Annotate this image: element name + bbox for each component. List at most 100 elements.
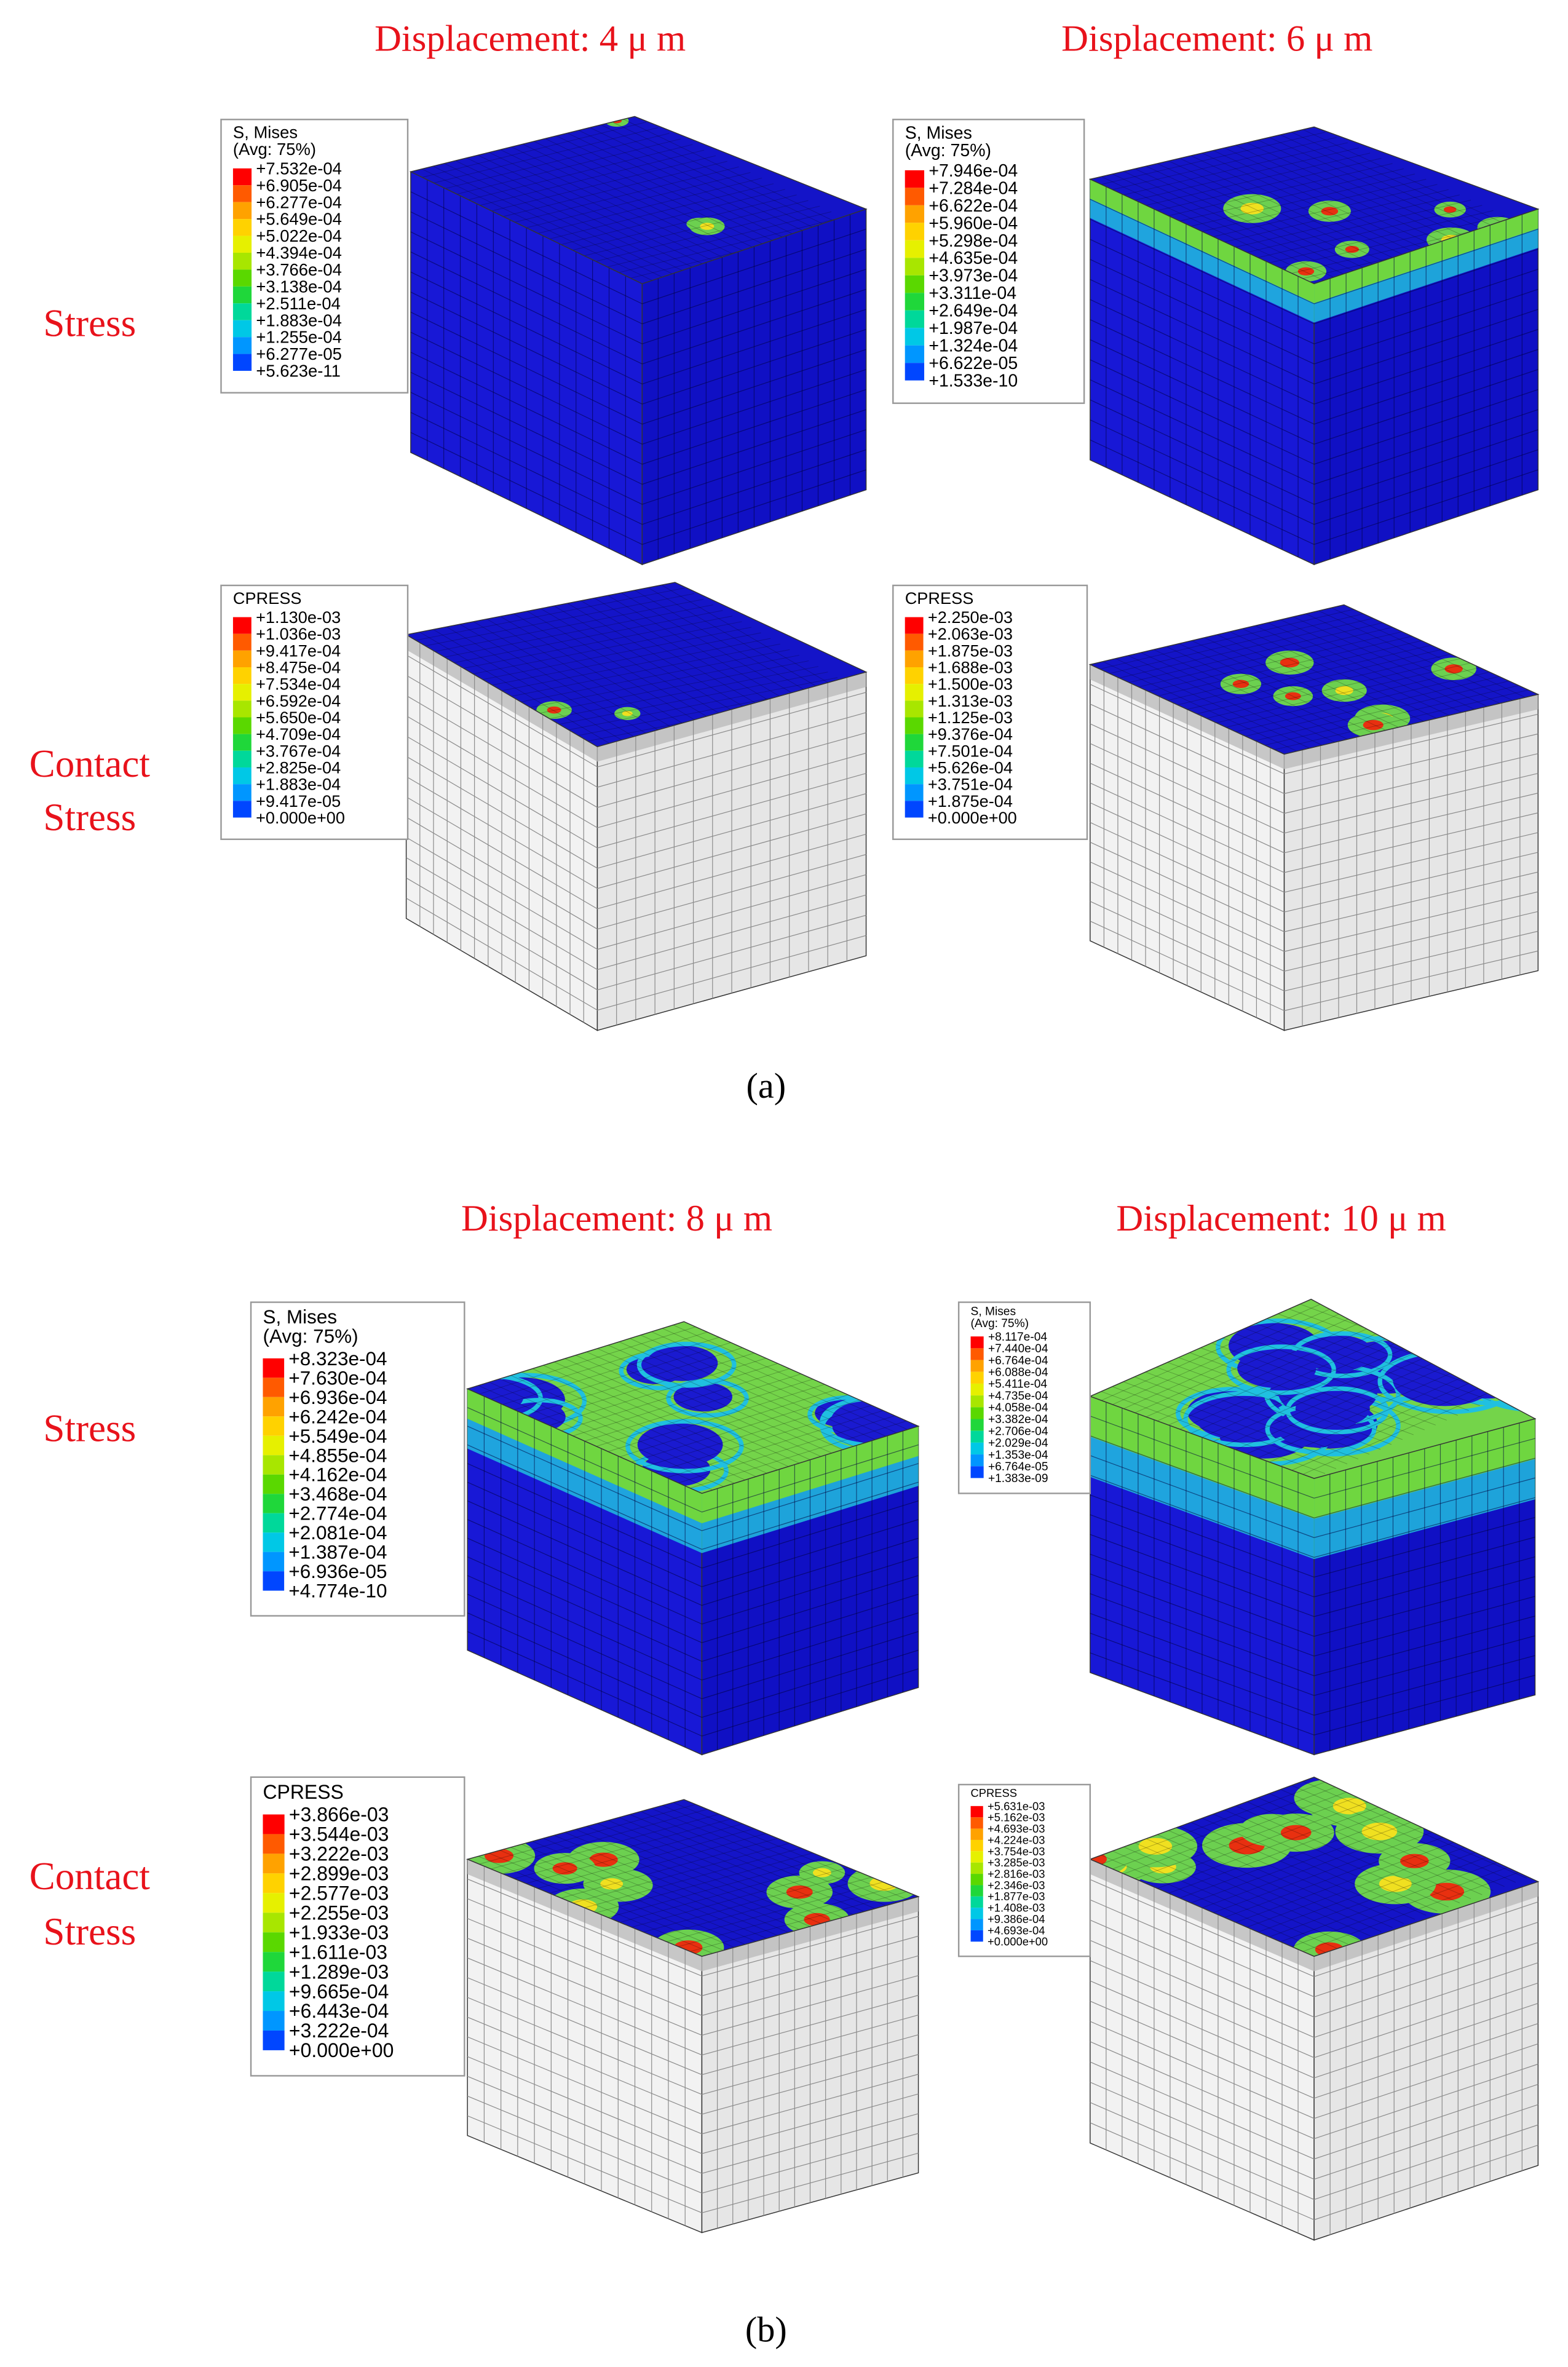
mesh-line: [596, 1379, 814, 1447]
legend-label: +5.022e-04: [256, 226, 342, 245]
color-band: [263, 1854, 285, 1874]
mesh-line: [543, 1365, 778, 1470]
mesh-line: [1090, 399, 1315, 505]
mesh-line: [1146, 153, 1371, 206]
mesh-line: [631, 1867, 849, 1928]
mesh-line: [416, 587, 685, 641]
mesh-line: [1128, 622, 1383, 683]
mesh-line: [406, 837, 598, 950]
color-band: [232, 320, 252, 338]
mesh-line: [489, 1853, 724, 1951]
legend-title: (Avg: 75%): [971, 1317, 1029, 1330]
mesh-line: [410, 412, 643, 525]
mesh-line: [499, 1378, 735, 1484]
mesh-line: [595, 205, 820, 262]
mesh-line: [1123, 1311, 1345, 1409]
color-band: [905, 667, 924, 684]
mesh-line: [1235, 194, 1460, 248]
mesh-line: [1313, 2023, 1538, 2099]
fe-model: [1088, 1298, 1537, 1756]
mesh-line: [1302, 1781, 1527, 1879]
legend-label: +4.635e-04: [929, 248, 1018, 268]
mesh-line: [513, 613, 705, 726]
top-surface: [1090, 605, 1538, 755]
row-label: Contact: [30, 1855, 151, 1898]
legend-label: +3.138e-04: [256, 277, 342, 296]
legend-label: +6.088e-04: [988, 1366, 1048, 1379]
color-band: [232, 202, 252, 220]
mesh-line: [584, 1847, 802, 1908]
mesh-line: [1246, 1844, 1471, 1928]
legend-label: +3.222e-03: [289, 1843, 389, 1865]
color-band: [905, 240, 925, 258]
mesh-line: [1179, 643, 1374, 734]
mesh-line: [619, 1389, 837, 1457]
color-band: [905, 767, 924, 785]
color-band: [232, 717, 251, 734]
mesh-line: [1204, 637, 1399, 728]
color-band: [970, 1828, 983, 1840]
mesh-line: [1213, 184, 1438, 237]
mesh-line: [1213, 1814, 1438, 1912]
mesh-line: [478, 1385, 713, 1491]
mesh-line: [1264, 685, 1519, 746]
mesh-line: [1225, 667, 1480, 728]
color-band: [263, 1893, 285, 1913]
legend-label: +5.649e-04: [256, 210, 342, 229]
mesh-line: [1190, 1820, 1416, 1903]
legend-title: S, Mises: [971, 1306, 1016, 1318]
mesh-line: [1274, 689, 1529, 750]
mesh-line: [559, 672, 828, 725]
legend-label: +5.960e-04: [929, 213, 1018, 233]
legend-box: [250, 1301, 465, 1617]
mesh-line: [1134, 147, 1360, 200]
mesh-line: [590, 127, 822, 240]
mesh-line: [467, 1556, 702, 1662]
legend-label: +4.709e-04: [256, 724, 341, 743]
mesh-line: [1313, 369, 1538, 445]
legend: CPRESS+1.130e-03+1.036e-03+9.417e-04+8.4…: [220, 584, 409, 840]
mesh-line: [572, 1842, 790, 1903]
legend-label: +3.754e-03: [988, 1845, 1045, 1858]
legend-label: +9.665e-04: [289, 1980, 389, 2002]
mesh-line: [702, 2093, 919, 2154]
legend-label: +2.346e-03: [988, 1879, 1045, 1892]
mesh-line: [406, 776, 598, 889]
mesh-line: [433, 165, 665, 279]
mesh-line: [1090, 1652, 1315, 1735]
mesh-line: [1090, 2122, 1315, 2221]
hot-zone: [1443, 206, 1457, 213]
color-band: [905, 784, 924, 801]
mesh-line: [1090, 1553, 1315, 1637]
mesh-line: [434, 127, 658, 183]
mesh-line: [537, 1828, 754, 1889]
color-band: [905, 617, 924, 634]
mesh-line: [480, 149, 705, 206]
mesh-line: [576, 1829, 810, 1927]
mesh-line: [1134, 1796, 1360, 1879]
mesh-line: [1202, 1825, 1427, 1908]
mesh-line: [607, 211, 832, 268]
color-band: [970, 1806, 983, 1818]
mesh-line: [1146, 1838, 1371, 1937]
mesh-line: [619, 1862, 837, 1923]
mesh-line: [1101, 132, 1326, 185]
mesh-line: [608, 1344, 843, 1450]
top-surface: [1090, 1299, 1535, 1479]
mesh-line: [467, 1575, 702, 1681]
color-band: [970, 1360, 984, 1372]
color-band: [970, 1919, 983, 1930]
mesh-line: [1179, 157, 1404, 263]
mesh-line: [1216, 662, 1470, 723]
mesh-line: [1090, 2082, 1315, 2180]
mesh-line: [673, 1325, 908, 1430]
mesh-line: [667, 1881, 884, 1942]
mesh-line: [1123, 1381, 1348, 1464]
mesh-line: [410, 371, 643, 485]
mesh-line: [521, 1371, 756, 1477]
mesh-line: [1202, 1340, 1423, 1438]
mesh-line: [1200, 1347, 1425, 1430]
mesh-line: [1280, 1368, 1502, 1467]
mesh-line: [1313, 389, 1538, 465]
legend: S, Mises(Avg: 75%)+8.117e-04+7.440e-04+6…: [957, 1301, 1091, 1494]
